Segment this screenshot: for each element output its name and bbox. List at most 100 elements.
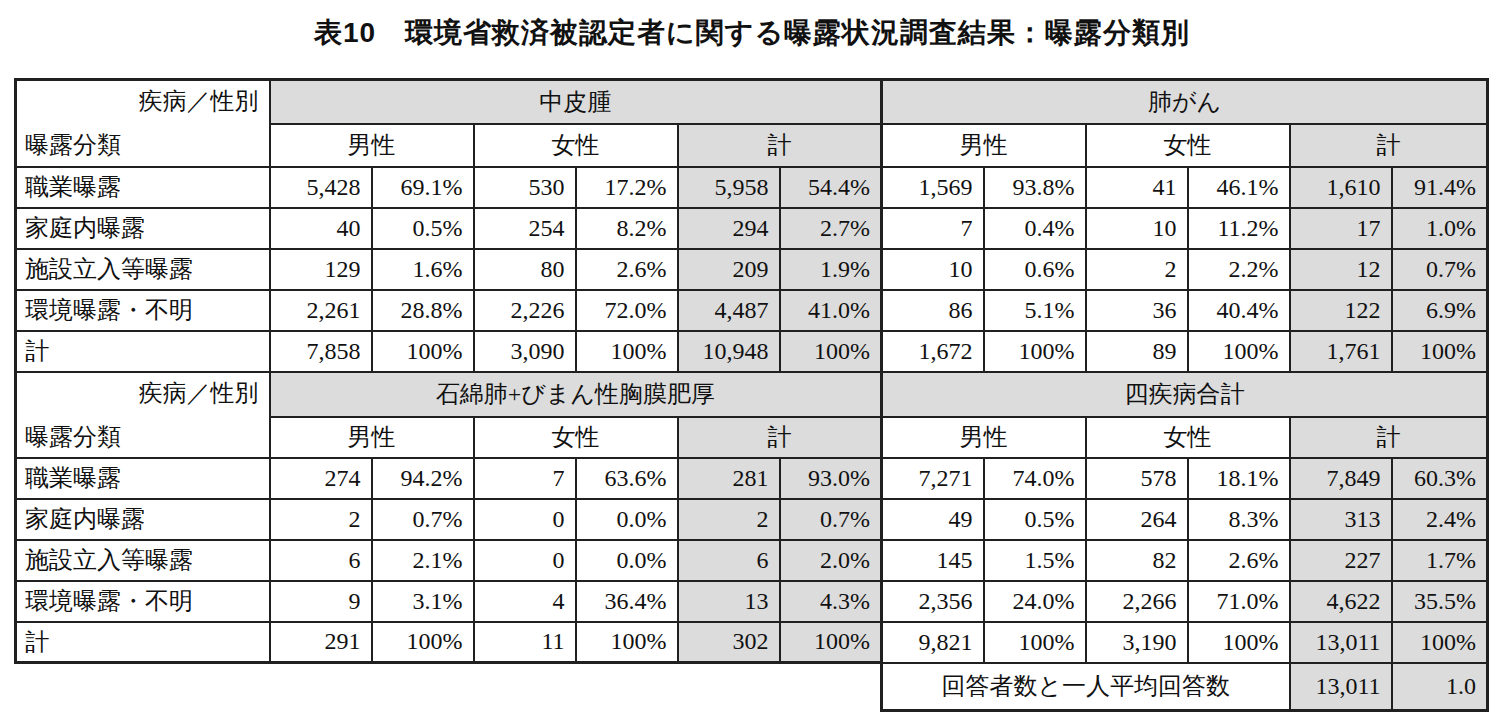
data-cell: 12 bbox=[1290, 249, 1392, 290]
data-cell: 1,569 bbox=[882, 167, 984, 208]
data-cell: 2,261 bbox=[270, 290, 372, 331]
row-label: 施設立入等曝露 bbox=[16, 249, 270, 290]
data-cell: 274 bbox=[270, 458, 372, 499]
data-cell: 4,487 bbox=[678, 290, 780, 331]
data-cell: 7,858 bbox=[270, 331, 372, 372]
table-row: 職業曝露27494.2%763.6%28193.0%7,27174.0%5781… bbox=[16, 458, 1488, 499]
data-cell: 129 bbox=[270, 249, 372, 290]
row-label: 計 bbox=[16, 622, 270, 663]
gender-header: 女性 bbox=[1086, 417, 1290, 458]
data-cell: 6.9% bbox=[1392, 290, 1488, 331]
data-cell: 0.0% bbox=[576, 540, 678, 581]
data-cell: 7,271 bbox=[882, 458, 984, 499]
corner-label-top: 疾病／性別 bbox=[17, 81, 269, 116]
data-cell: 10 bbox=[882, 249, 984, 290]
corner-label-bottom: 曝露分類 bbox=[17, 130, 269, 165]
data-cell: 313 bbox=[1290, 499, 1392, 540]
data-cell: 89 bbox=[1086, 331, 1188, 372]
row-label: 計 bbox=[16, 331, 270, 372]
disease-header-left: 石綿肺+びまん性胸膜肥厚 bbox=[270, 372, 882, 417]
data-cell: 11 bbox=[474, 622, 576, 663]
data-cell: 41.0% bbox=[780, 290, 882, 331]
gender-header: 女性 bbox=[474, 124, 678, 167]
data-cell: 2,226 bbox=[474, 290, 576, 331]
disease-header-row: 疾病／性別曝露分類石綿肺+びまん性胸膜肥厚四疾病合計 bbox=[16, 372, 1488, 417]
data-cell: 100% bbox=[1188, 622, 1290, 663]
table-row: 職業曝露5,42869.1%53017.2%5,95854.4%1,56993.… bbox=[16, 167, 1488, 208]
data-cell: 41 bbox=[1086, 167, 1188, 208]
data-cell: 2.1% bbox=[372, 540, 474, 581]
data-cell: 0.4% bbox=[984, 208, 1086, 249]
page-title: 表10 環境省救済被認定者に関する曝露状況調査結果：曝露分類別 bbox=[0, 0, 1504, 51]
data-cell: 2,356 bbox=[882, 581, 984, 622]
data-cell: 100% bbox=[576, 331, 678, 372]
data-cell: 100% bbox=[780, 331, 882, 372]
data-cell: 302 bbox=[678, 622, 780, 663]
data-cell: 93.0% bbox=[780, 458, 882, 499]
data-cell: 100% bbox=[780, 622, 882, 663]
corner-label-bottom: 曝露分類 bbox=[17, 422, 269, 457]
table-row: 家庭内曝露20.7%00.0%20.7%490.5%2648.3%3132.4% bbox=[16, 499, 1488, 540]
row-label: 施設立入等曝露 bbox=[16, 540, 270, 581]
data-cell: 28.8% bbox=[372, 290, 474, 331]
data-cell: 0.7% bbox=[780, 499, 882, 540]
data-cell: 4,622 bbox=[1290, 581, 1392, 622]
data-cell: 2 bbox=[270, 499, 372, 540]
gender-header: 男性 bbox=[270, 124, 474, 167]
data-cell: 1.0% bbox=[1392, 208, 1488, 249]
data-cell: 0 bbox=[474, 499, 576, 540]
data-cell: 227 bbox=[1290, 540, 1392, 581]
gender-header: 女性 bbox=[474, 417, 678, 458]
data-cell: 2.6% bbox=[576, 249, 678, 290]
data-cell: 122 bbox=[1290, 290, 1392, 331]
data-cell: 100% bbox=[372, 622, 474, 663]
gender-header: 男性 bbox=[882, 417, 1086, 458]
data-cell: 60.3% bbox=[1392, 458, 1488, 499]
data-cell: 2,266 bbox=[1086, 581, 1188, 622]
table-body: 疾病／性別曝露分類中皮腫肺がん男性女性計男性女性計職業曝露5,42869.1%5… bbox=[16, 80, 1488, 711]
data-cell: 18.1% bbox=[1188, 458, 1290, 499]
data-cell: 100% bbox=[1392, 622, 1488, 663]
gender-header: 女性 bbox=[1086, 124, 1290, 167]
footer-spacer bbox=[16, 663, 882, 711]
footer-respondent-count: 13,011 bbox=[1290, 663, 1392, 711]
table-row: 家庭内曝露400.5%2548.2%2942.7%70.4%1011.2%171… bbox=[16, 208, 1488, 249]
data-cell: 74.0% bbox=[984, 458, 1086, 499]
data-cell: 1,610 bbox=[1290, 167, 1392, 208]
data-cell: 46.1% bbox=[1188, 167, 1290, 208]
data-cell: 1,672 bbox=[882, 331, 984, 372]
data-cell: 0 bbox=[474, 540, 576, 581]
data-cell: 0.6% bbox=[984, 249, 1086, 290]
data-cell: 93.8% bbox=[984, 167, 1086, 208]
data-cell: 2 bbox=[1086, 249, 1188, 290]
data-cell: 54.4% bbox=[780, 167, 882, 208]
data-cell: 8.3% bbox=[1188, 499, 1290, 540]
row-label: 職業曝露 bbox=[16, 458, 270, 499]
gender-header: 計 bbox=[1290, 124, 1488, 167]
data-cell: 0.5% bbox=[984, 499, 1086, 540]
footer-average-responses: 1.0 bbox=[1392, 663, 1488, 711]
data-cell: 100% bbox=[984, 622, 1086, 663]
data-cell: 2.0% bbox=[780, 540, 882, 581]
data-cell: 9,821 bbox=[882, 622, 984, 663]
data-cell: 0.7% bbox=[372, 499, 474, 540]
data-cell: 145 bbox=[882, 540, 984, 581]
row-label: 家庭内曝露 bbox=[16, 499, 270, 540]
footer-row: 回答者数と一人平均回答数13,0111.0 bbox=[16, 663, 1488, 711]
table-row: 環境曝露・不明93.1%436.4%134.3%2,35624.0%2,2667… bbox=[16, 581, 1488, 622]
table-row: 計291100%11100%302100%9,821100%3,190100%1… bbox=[16, 622, 1488, 663]
data-cell: 1.9% bbox=[780, 249, 882, 290]
data-cell: 40.4% bbox=[1188, 290, 1290, 331]
data-cell: 2.6% bbox=[1188, 540, 1290, 581]
footer-label: 回答者数と一人平均回答数 bbox=[882, 663, 1290, 711]
data-cell: 80 bbox=[474, 249, 576, 290]
data-cell: 91.4% bbox=[1392, 167, 1488, 208]
data-cell: 2.4% bbox=[1392, 499, 1488, 540]
data-cell: 3,190 bbox=[1086, 622, 1188, 663]
data-cell: 69.1% bbox=[372, 167, 474, 208]
data-cell: 11.2% bbox=[1188, 208, 1290, 249]
data-cell: 294 bbox=[678, 208, 780, 249]
data-cell: 264 bbox=[1086, 499, 1188, 540]
data-cell: 5,428 bbox=[270, 167, 372, 208]
data-cell: 35.5% bbox=[1392, 581, 1488, 622]
